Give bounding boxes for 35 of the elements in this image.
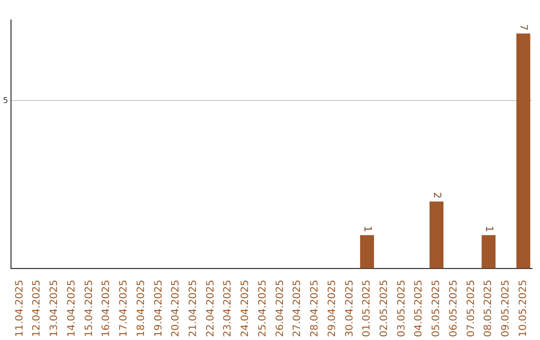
x-tick-label: 24.04.2025 <box>240 280 252 338</box>
x-tick-label: 02.05.2025 <box>379 280 390 338</box>
x-tick-label: 27.04.2025 <box>292 280 304 338</box>
x-tick-label: 14.04.2025 <box>66 280 78 338</box>
x-tick-label: 20.04.2025 <box>170 280 182 338</box>
x-tick-label: 22.04.2025 <box>205 280 216 338</box>
data-label: 7 <box>518 24 529 30</box>
x-tick-label: 09.05.2025 <box>500 280 512 338</box>
data-label: 1 <box>482 226 494 232</box>
x-tick-label: 25.04.2025 <box>257 280 268 338</box>
x-tick-label: 13.04.2025 <box>49 280 60 338</box>
x-tick-label: 06.05.2025 <box>448 280 460 338</box>
x-tick-label: 01.05.2025 <box>362 280 373 338</box>
data-label: 2 <box>430 192 442 199</box>
x-tick-label: 12.04.2025 <box>32 280 43 338</box>
x-tick-label: 03.05.2025 <box>396 280 408 338</box>
x-tick-label: 30.04.2025 <box>344 280 356 338</box>
x-tick-label: 07.05.2025 <box>466 280 477 338</box>
data-label: 1 <box>361 226 372 232</box>
x-tick-label: 10.05.2025 <box>518 280 529 338</box>
x-tick-label: 15.04.2025 <box>84 280 95 338</box>
x-tick-label: 18.04.2025 <box>136 280 147 338</box>
x-tick-label: 11.04.2025 <box>14 280 26 338</box>
y-tick-label: 5 <box>2 96 8 105</box>
x-tick-label: 26.04.2025 <box>274 280 286 338</box>
x-tick-label: 28.04.2025 <box>310 280 321 338</box>
x-tick-label: 05.05.2025 <box>431 280 442 338</box>
x-tick-label: 17.04.2025 <box>118 280 130 338</box>
x-tick-label: 08.05.2025 <box>483 280 494 338</box>
x-tick-label: 19.04.2025 <box>153 280 164 338</box>
x-tick-label: 29.04.2025 <box>326 280 338 338</box>
x-tick-label: 23.04.2025 <box>222 280 234 338</box>
x-tick-label: 04.05.2025 <box>414 280 425 338</box>
x-tick-label: 16.04.2025 <box>101 280 112 338</box>
x-tick-label: 21.04.2025 <box>188 280 199 338</box>
